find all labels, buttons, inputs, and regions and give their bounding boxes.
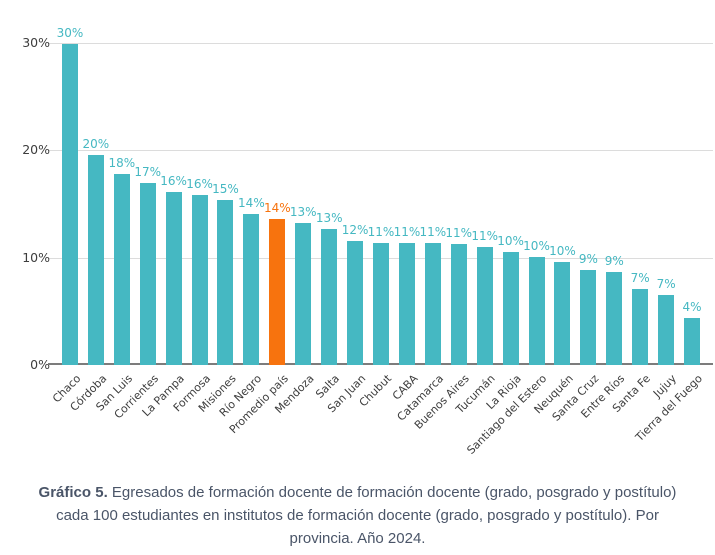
bar-value-label: 11% (471, 228, 498, 243)
y-tick-label: 30% (22, 35, 50, 51)
bar-value-label: 17% (134, 164, 162, 179)
bar-value-label: 18% (108, 156, 136, 170)
y-tick-label: 10% (22, 249, 50, 265)
bar-value-label: 30% (56, 26, 84, 41)
bar (502, 252, 519, 365)
bar-chart: 0% 10% 20% 30% 30% 20% 18% 17% 16% 16% 15% 14% 14% 13… (22, 26, 713, 372)
x-axis: Chaco Córdoba San Luis Corrientes La Pampa Fo… (49, 372, 706, 457)
y-tick-label: 0% (30, 357, 50, 372)
bar-value-label: 15% (212, 181, 239, 196)
bar-value-label: 4% (682, 300, 702, 315)
bar (476, 246, 493, 365)
bar-value-label: 7% (630, 270, 650, 285)
bar (217, 199, 234, 365)
bar-value-label: 11% (367, 224, 395, 239)
bar (243, 213, 260, 365)
gridline (48, 43, 713, 45)
gridline (48, 150, 713, 152)
bar (373, 242, 389, 365)
bar (165, 192, 182, 365)
bar (398, 242, 415, 365)
bar (528, 256, 545, 365)
bar-value-label: 10% (497, 234, 524, 249)
bar (606, 271, 623, 365)
figure-caption: Gráfico 5. Egresados de formación docent… (25, 481, 690, 550)
bar-value-label: 10% (523, 238, 550, 253)
bar-value-label: 11% (419, 224, 447, 239)
bar-value-label: 11% (393, 224, 421, 239)
bar-value-label: 10% (549, 243, 576, 258)
bar (87, 154, 104, 365)
y-tick-label: 20% (22, 142, 50, 158)
bar (450, 243, 467, 365)
bar (658, 295, 675, 365)
bar (580, 269, 597, 365)
bar (321, 228, 338, 365)
bar (295, 223, 312, 365)
bar-value-label: 16% (186, 177, 213, 192)
bar (347, 240, 364, 365)
caption-text: Egresados de formación docente de formac… (56, 484, 677, 547)
caption-prefix: Gráfico 5. (38, 484, 108, 501)
bar (424, 242, 441, 365)
bar-value-label: 12% (341, 222, 369, 237)
bar-value-label: 11% (445, 225, 473, 240)
bar (113, 174, 130, 365)
bar (632, 288, 649, 365)
bar (684, 318, 701, 365)
bar (191, 195, 208, 365)
bar (61, 44, 78, 365)
bar (269, 219, 286, 365)
bar-value-label: 16% (160, 174, 187, 189)
bar-value-label: 7% (656, 277, 676, 292)
bar-value-label: 20% (82, 136, 110, 151)
bar-value-label: 13% (315, 210, 343, 225)
bar (139, 182, 156, 365)
bar-value-label: 9% (604, 253, 624, 268)
bar (554, 262, 571, 365)
bar-value-label: 14% (263, 201, 291, 216)
bar-value-label: 13% (289, 205, 317, 220)
bar-value-label: 14% (238, 195, 265, 210)
bar-value-label: 9% (578, 251, 598, 266)
